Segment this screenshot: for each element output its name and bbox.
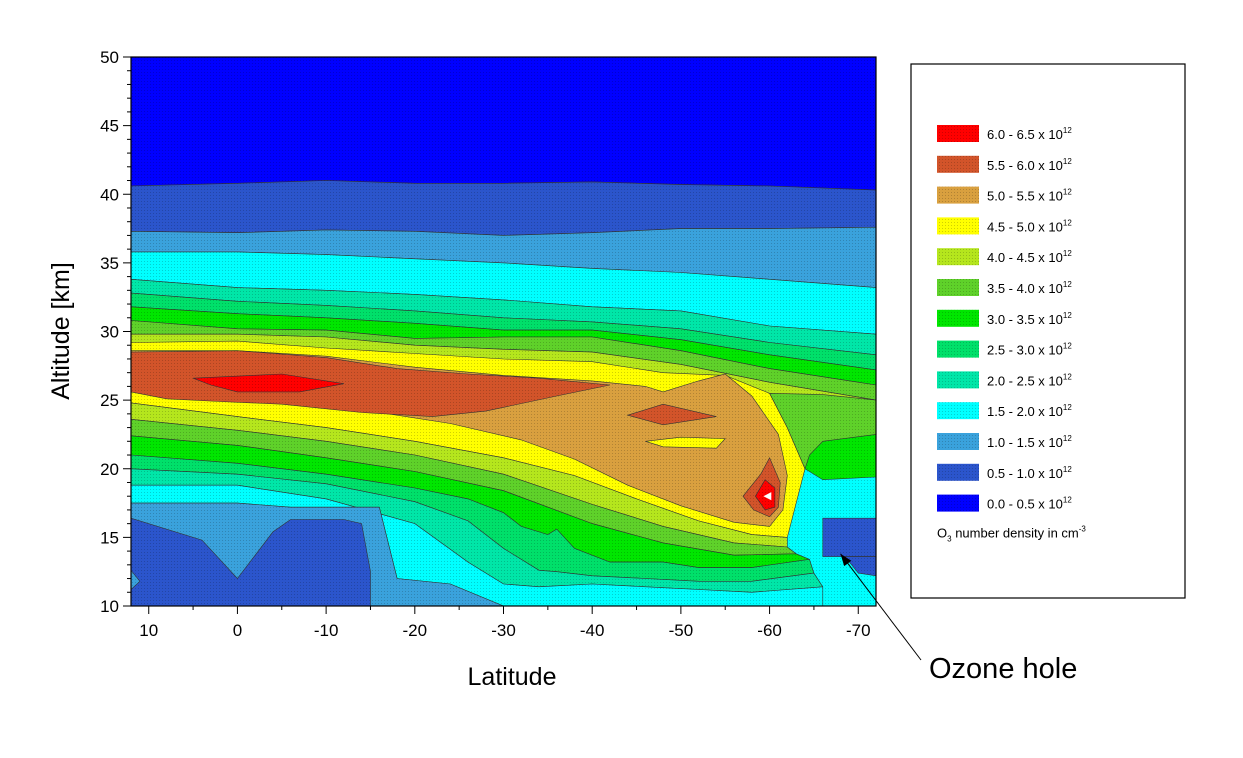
y-tick-label: 20 — [100, 460, 119, 479]
y-tick-label: 15 — [100, 528, 119, 547]
y-tick-label: 30 — [100, 323, 119, 342]
x-tick-label: 0 — [233, 621, 242, 640]
y-axis: 10 15 20 25 30 35 40 45 50 — [100, 48, 131, 616]
contour-texture-ozone-hole-patch-edge — [845, 556, 876, 576]
legend-swatch-texture — [937, 309, 979, 327]
legend-label: 5.0 - 5.5 x 1012 — [987, 188, 1072, 204]
contour-texture-lower-dark-left — [131, 518, 371, 606]
contour-band-texture — [131, 227, 876, 288]
contour-texture-lower-green-3 — [131, 435, 810, 568]
y-tick-label: 10 — [100, 597, 119, 616]
contour-texture-red-core-upper — [193, 374, 344, 392]
contour-texture-lower-teal — [131, 468, 823, 593]
contour-texture-brown-layer-upper — [131, 350, 610, 417]
legend-label: 3.5 - 4.0 x 1012 — [987, 280, 1072, 296]
legend-swatch-texture — [937, 340, 979, 358]
x-tick-label: -70 — [846, 621, 871, 640]
contour-texture-brown-patch-mid — [627, 404, 717, 425]
legend-unit-label: O3 number density in cm-3 — [937, 524, 1086, 543]
x-tick-label: 10 — [139, 621, 158, 640]
legend-swatch-texture — [937, 433, 979, 450]
y-tick-label: 50 — [100, 48, 119, 67]
legend-box — [910, 63, 1186, 599]
x-tick-label: -30 — [491, 621, 516, 640]
contour-texture-red-core-low — [755, 479, 775, 510]
legend-label: 6.0 - 6.5 x 1012 — [987, 126, 1072, 142]
x-tick-label: -40 — [580, 621, 605, 640]
legend-swatch-texture — [937, 186, 979, 204]
legend-swatch-texture — [937, 125, 979, 142]
contour-texture-right-green-inner — [805, 434, 876, 480]
legend-label: 0.5 - 1.0 x 1012 — [987, 465, 1072, 481]
contour-band-texture — [131, 306, 876, 385]
contour-band-texture — [131, 279, 876, 355]
contour-texture-lower-dark-notch — [131, 570, 140, 590]
legend-swatch-texture — [937, 463, 979, 481]
contour-layer — [131, 57, 876, 606]
legend-label: 4.0 - 4.5 x 1012 — [987, 249, 1072, 265]
legend-label: 3.0 - 3.5 x 1012 — [987, 311, 1072, 327]
legend-swatch-texture — [937, 155, 979, 173]
contour-texture-yellow-streak — [645, 437, 726, 449]
x-axis-title: Latitude — [468, 663, 557, 691]
legend-label: 4.5 - 5.0 x 1012 — [987, 218, 1072, 234]
contour-texture-lower-green-4 — [131, 455, 814, 582]
legend-swatch-texture — [937, 494, 979, 512]
contour-band-texture — [131, 251, 876, 335]
legend-label: 2.0 - 2.5 x 1012 — [987, 372, 1072, 388]
x-tick-label: -60 — [757, 621, 782, 640]
annotation-arrow-line — [840, 553, 922, 661]
contour-band-texture — [131, 293, 876, 370]
plot-area — [131, 57, 876, 606]
contour-white-spot — [763, 492, 772, 501]
contour-texture-lower-green-1 — [131, 402, 788, 547]
contour-texture-ozone-hole-patch — [822, 518, 876, 557]
annotation-arrowhead — [840, 553, 852, 567]
legend-swatch-texture — [937, 279, 979, 296]
x-tick-label: -10 — [314, 621, 339, 640]
x-tick-label: -20 — [403, 621, 428, 640]
y-axis-title: Altitude [km] — [47, 262, 75, 400]
contour-band-texture — [131, 57, 876, 191]
legend-label: 5.5 - 6.0 x 1012 — [987, 157, 1072, 173]
legend-label: 0.0 - 0.5 x 1012 — [987, 496, 1072, 512]
legend-label: 2.5 - 3.0 x 1012 — [987, 342, 1072, 358]
legend-label: 1.5 - 2.0 x 1012 — [987, 403, 1072, 419]
contour-band-texture — [131, 180, 876, 236]
y-tick-label: 40 — [100, 185, 119, 204]
x-tick-label: -50 — [669, 621, 694, 640]
legend-swatch-texture — [937, 371, 979, 389]
legend-label: 1.0 - 1.5 x 1012 — [987, 434, 1072, 450]
contour-texture-lower-cyan — [131, 485, 823, 606]
ozone-hole-annotation: Ozone hole — [840, 553, 1077, 685]
y-tick-label: 45 — [100, 117, 119, 136]
y-tick-label: 25 — [100, 391, 119, 410]
y-tick-label: 35 — [100, 254, 119, 273]
legend: 6.0 - 6.5 x 1012 5.5 - 6.0 x 1012 5.0 - 5.… — [937, 125, 1086, 543]
legend-swatch-texture — [937, 248, 979, 266]
contour-band-texture — [131, 320, 876, 401]
legend-swatch-texture — [937, 402, 979, 420]
x-axis: 10 0 -10 -20 -30 -40 -50 -60 -70 — [139, 606, 871, 640]
ozone-hole-label: Ozone hole — [929, 653, 1077, 685]
contour-texture-lower-green-2 — [131, 419, 797, 556]
legend-swatch-texture — [937, 217, 979, 235]
